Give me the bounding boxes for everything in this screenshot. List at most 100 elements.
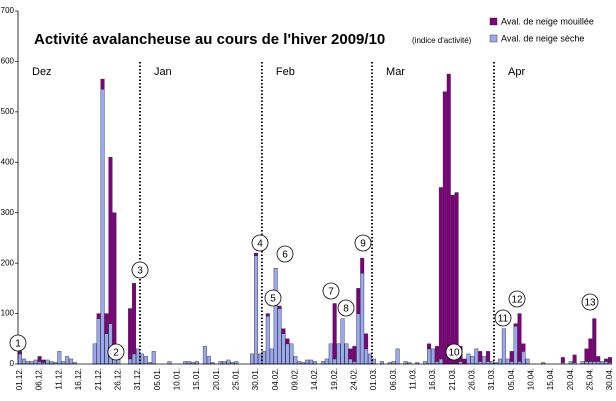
bar: [497, 358, 502, 365]
event-marker: [581, 293, 599, 311]
bar: [474, 348, 479, 365]
bar: [254, 252, 258, 256]
bar: [277, 308, 282, 365]
y-tick-label: 200: [1, 258, 15, 267]
bar: [348, 358, 353, 365]
bar: [305, 359, 310, 365]
bar: [364, 333, 369, 350]
bar: [560, 357, 565, 363]
event-label: 4: [257, 239, 263, 250]
bar: [100, 88, 105, 365]
legend-label: Aval. de neige sèche: [501, 33, 584, 43]
chart-title: Activité avalancheuse au cours de l'hive…: [34, 31, 385, 48]
bar: [446, 73, 451, 365]
bar: [513, 323, 518, 327]
event-marker: [9, 334, 27, 352]
event-label: 3: [137, 266, 143, 277]
month-label: Dez: [32, 66, 52, 78]
bar: [340, 318, 345, 365]
y-tick-label: 100: [1, 309, 15, 318]
bar: [33, 359, 38, 365]
bar: [277, 305, 282, 309]
y-tick-label: 0: [10, 359, 15, 368]
legend-swatch: [489, 34, 498, 43]
bar: [281, 333, 286, 365]
x-tick-label: 21.12.: [94, 368, 103, 390]
bar: [45, 359, 50, 365]
event-label: 6: [282, 250, 288, 261]
bar: [265, 313, 270, 317]
bar: [344, 343, 349, 365]
x-tick-label: 06.12.: [35, 368, 44, 390]
event-marker: [508, 290, 526, 308]
legend-swatch: [489, 17, 498, 26]
bar: [289, 343, 294, 365]
event-label: 12: [511, 295, 523, 306]
bar: [431, 348, 435, 365]
x-tick-label: 04.02.: [271, 368, 280, 390]
event-marker: [251, 234, 269, 252]
bar: [521, 343, 526, 352]
bar: [332, 303, 337, 360]
bar: [206, 356, 211, 365]
bar: [57, 351, 62, 365]
event-label: 2: [113, 348, 119, 359]
bar: [257, 353, 262, 365]
bar: [454, 192, 459, 365]
event-marker: [322, 282, 340, 300]
bar: [525, 358, 530, 365]
bar: [427, 348, 432, 365]
event-marker: [445, 343, 463, 361]
event-label: 1: [15, 339, 21, 350]
x-tick-label: 31.12.: [133, 368, 142, 390]
y-tick-label: 500: [1, 107, 15, 116]
bar: [360, 257, 365, 274]
bar: [151, 351, 156, 365]
event-marker: [354, 234, 372, 252]
event-label: 13: [584, 298, 596, 309]
bar: [17, 351, 22, 355]
bar: [604, 358, 609, 362]
event-marker: [337, 299, 355, 317]
bar: [356, 313, 361, 365]
bar: [501, 328, 506, 365]
event-label: 5: [270, 294, 276, 305]
month-label: Mar: [386, 66, 405, 78]
x-tick-label: 30.01.: [251, 368, 260, 390]
bar: [92, 343, 97, 365]
month-label: Jan: [154, 66, 172, 78]
bar: [434, 346, 439, 362]
bar: [112, 212, 117, 357]
bar: [521, 351, 526, 365]
bar: [328, 343, 333, 365]
bar: [37, 356, 42, 362]
bar: [273, 267, 278, 365]
chart-subtitle: (indice d'activité): [412, 36, 472, 45]
bar: [336, 343, 341, 365]
bar: [513, 325, 518, 365]
month-label: Feb: [276, 66, 295, 78]
x-tick-label: 05.04.: [507, 368, 516, 390]
bar: [486, 351, 491, 362]
bar: [250, 353, 255, 365]
event-label: 7: [328, 287, 334, 298]
event-marker: [494, 309, 512, 327]
event-marker: [264, 289, 282, 307]
bar: [588, 338, 593, 362]
x-tick-label: 15.04.: [546, 368, 555, 390]
bar: [265, 315, 270, 365]
x-tick-label: 05.01.: [153, 368, 162, 390]
bar: [41, 359, 46, 363]
bar: [395, 348, 400, 365]
y-tick-label: 300: [1, 208, 15, 217]
event-marker: [131, 261, 149, 279]
bar: [285, 338, 290, 345]
month-label: Apr: [508, 66, 525, 78]
bar: [572, 354, 577, 363]
x-tick-label: 01.12.: [15, 368, 24, 390]
event-marker: [276, 245, 294, 263]
bar: [462, 358, 467, 365]
bar: [17, 353, 22, 365]
bar: [69, 358, 74, 365]
